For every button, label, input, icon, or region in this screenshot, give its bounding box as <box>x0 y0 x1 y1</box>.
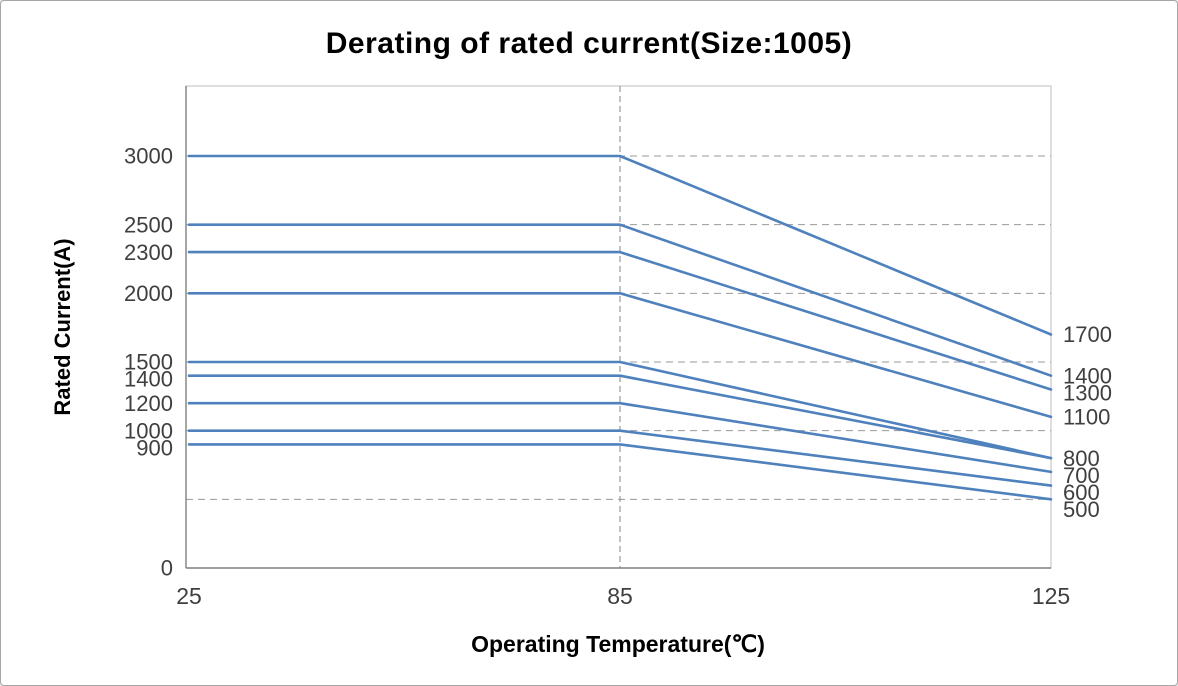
end-value-label-800: 800 <box>1063 446 1100 471</box>
y-value-label-0: 0 <box>161 556 173 581</box>
end-value-label-700: 700 <box>1063 463 1100 488</box>
x-axis-title: Operating Temperature(℃) <box>471 631 765 657</box>
x-tick-label-25: 25 <box>176 583 202 609</box>
y-value-label-900: 900 <box>136 435 173 460</box>
series-line-2300 <box>187 250 1053 391</box>
plot-border <box>185 85 1052 569</box>
y-value-label-1000: 1000 <box>124 418 173 443</box>
series-line-1500 <box>187 360 1053 460</box>
x-tick-label-125: 125 <box>1032 583 1070 609</box>
end-value-label-1300: 1300 <box>1063 380 1112 405</box>
y-value-label-1200: 1200 <box>124 391 173 416</box>
series-line-1200 <box>187 401 1053 474</box>
series-line-3000 <box>187 154 1053 336</box>
series-line-900 <box>187 443 1053 501</box>
series-line-2500 <box>187 223 1053 378</box>
end-value-label-500: 500 <box>1063 497 1100 522</box>
y-value-label-2500: 2500 <box>124 212 173 237</box>
end-value-label-1400: 1400 <box>1063 363 1112 388</box>
y-value-label-2300: 2300 <box>124 240 173 265</box>
end-value-label-1100: 1100 <box>1063 405 1110 430</box>
series-line-1000 <box>187 429 1053 487</box>
chart-title: Derating of rated current(Size:1005) <box>325 27 853 60</box>
end-value-label-1700: 1700 <box>1063 322 1112 347</box>
y-value-label-2000: 2000 <box>124 281 173 306</box>
y-value-label-3000: 3000 <box>124 144 173 169</box>
y-value-label-1400: 1400 <box>124 367 173 392</box>
end-value-label-600: 600 <box>1063 480 1100 505</box>
series-line-1400 <box>187 374 1053 460</box>
series-line-2000 <box>187 291 1053 419</box>
y-value-label-1500: 1500 <box>124 350 173 375</box>
x-tick-label-85: 85 <box>607 583 633 609</box>
